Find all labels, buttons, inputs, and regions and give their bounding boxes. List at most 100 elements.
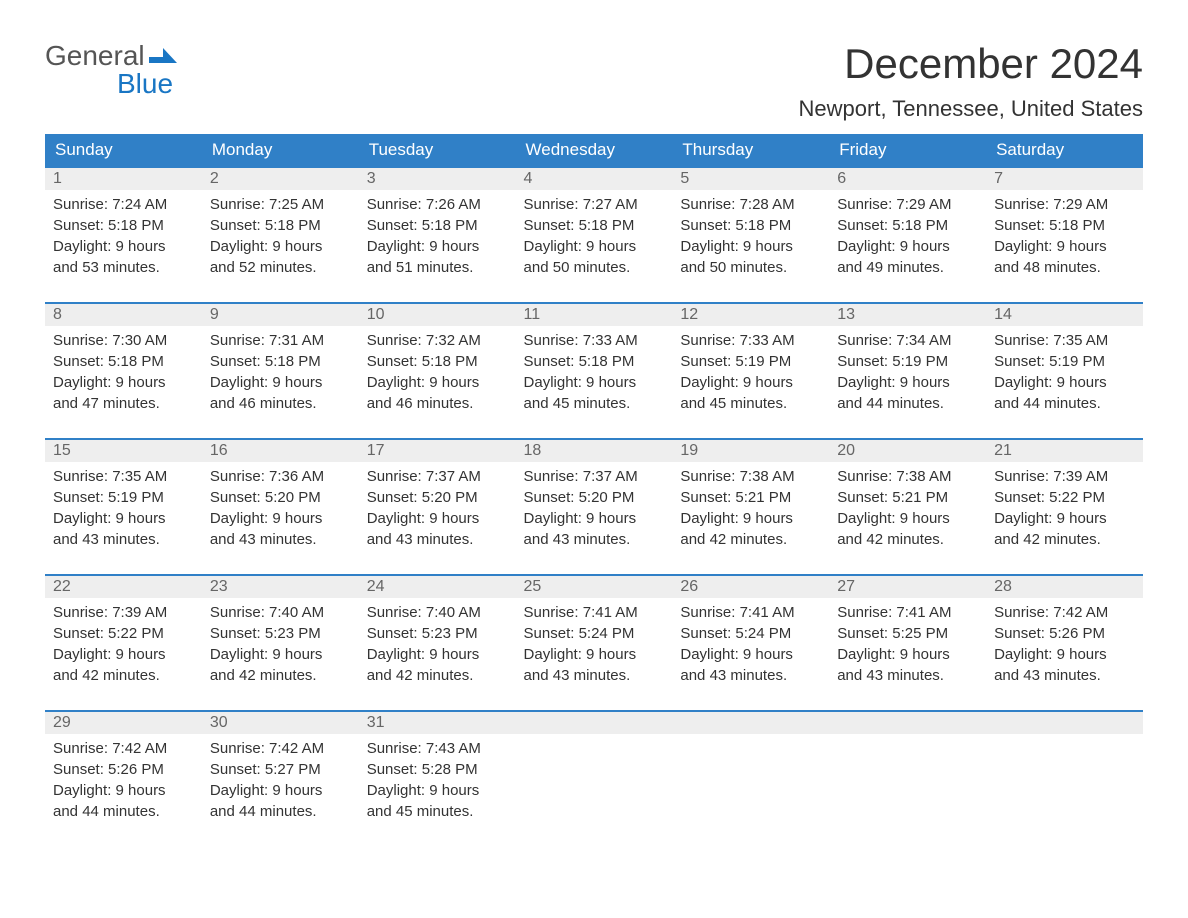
- day-cell: 17Sunrise: 7:37 AMSunset: 5:20 PMDayligh…: [359, 439, 516, 575]
- daylight-text-2: and 42 minutes.: [53, 665, 194, 686]
- sunrise-text: Sunrise: 7:40 AM: [367, 602, 508, 623]
- day-cell: 3Sunrise: 7:26 AMSunset: 5:18 PMDaylight…: [359, 167, 516, 303]
- day-cell: 24Sunrise: 7:40 AMSunset: 5:23 PMDayligh…: [359, 575, 516, 711]
- logo: General Blue: [45, 40, 179, 100]
- day-cell: 15Sunrise: 7:35 AMSunset: 5:19 PMDayligh…: [45, 439, 202, 575]
- daylight-text-2: and 53 minutes.: [53, 257, 194, 278]
- day-cell: [672, 711, 829, 846]
- day-number: 5: [672, 168, 829, 190]
- day-number: 6: [829, 168, 986, 190]
- daylight-text-2: and 51 minutes.: [367, 257, 508, 278]
- day-cell: 27Sunrise: 7:41 AMSunset: 5:25 PMDayligh…: [829, 575, 986, 711]
- day-header-saturday: Saturday: [986, 134, 1143, 167]
- day-number: 9: [202, 304, 359, 326]
- day-cell: 21Sunrise: 7:39 AMSunset: 5:22 PMDayligh…: [986, 439, 1143, 575]
- header: General Blue December 2024 Newport, Tenn…: [45, 40, 1143, 122]
- sunrise-text: Sunrise: 7:28 AM: [680, 194, 821, 215]
- daylight-text-2: and 42 minutes.: [680, 529, 821, 550]
- sunrise-text: Sunrise: 7:29 AM: [994, 194, 1135, 215]
- sunrise-text: Sunrise: 7:36 AM: [210, 466, 351, 487]
- sunset-text: Sunset: 5:27 PM: [210, 759, 351, 780]
- sunrise-text: Sunrise: 7:35 AM: [994, 330, 1135, 351]
- sunset-text: Sunset: 5:18 PM: [524, 215, 665, 236]
- daylight-text-1: Daylight: 9 hours: [680, 236, 821, 257]
- day-content: Sunrise: 7:39 AMSunset: 5:22 PMDaylight:…: [45, 598, 202, 710]
- daylight-text-1: Daylight: 9 hours: [210, 644, 351, 665]
- sunrise-text: Sunrise: 7:37 AM: [524, 466, 665, 487]
- daylight-text-1: Daylight: 9 hours: [53, 508, 194, 529]
- daylight-text-2: and 42 minutes.: [837, 529, 978, 550]
- day-header-wednesday: Wednesday: [516, 134, 673, 167]
- day-content: Sunrise: 7:35 AMSunset: 5:19 PMDaylight:…: [986, 326, 1143, 438]
- daylight-text-2: and 43 minutes.: [994, 665, 1135, 686]
- day-cell: 30Sunrise: 7:42 AMSunset: 5:27 PMDayligh…: [202, 711, 359, 846]
- daylight-text-1: Daylight: 9 hours: [837, 372, 978, 393]
- day-content: Sunrise: 7:34 AMSunset: 5:19 PMDaylight:…: [829, 326, 986, 438]
- daylight-text-2: and 42 minutes.: [210, 665, 351, 686]
- sunset-text: Sunset: 5:18 PM: [210, 351, 351, 372]
- sunset-text: Sunset: 5:19 PM: [994, 351, 1135, 372]
- day-number: 21: [986, 440, 1143, 462]
- week-row: 8Sunrise: 7:30 AMSunset: 5:18 PMDaylight…: [45, 303, 1143, 439]
- daylight-text-2: and 44 minutes.: [994, 393, 1135, 414]
- sunrise-text: Sunrise: 7:29 AM: [837, 194, 978, 215]
- day-content: Sunrise: 7:38 AMSunset: 5:21 PMDaylight:…: [829, 462, 986, 574]
- day-number: 22: [45, 576, 202, 598]
- day-number: 16: [202, 440, 359, 462]
- day-content: Sunrise: 7:33 AMSunset: 5:19 PMDaylight:…: [672, 326, 829, 438]
- daylight-text-2: and 43 minutes.: [524, 529, 665, 550]
- daylight-text-2: and 42 minutes.: [367, 665, 508, 686]
- sunrise-text: Sunrise: 7:32 AM: [367, 330, 508, 351]
- daylight-text-2: and 44 minutes.: [53, 801, 194, 822]
- daylight-text-1: Daylight: 9 hours: [994, 644, 1135, 665]
- daylight-text-2: and 50 minutes.: [524, 257, 665, 278]
- sunrise-text: Sunrise: 7:42 AM: [994, 602, 1135, 623]
- day-number: 20: [829, 440, 986, 462]
- daylight-text-1: Daylight: 9 hours: [367, 236, 508, 257]
- day-number: 31: [359, 712, 516, 734]
- day-header-tuesday: Tuesday: [359, 134, 516, 167]
- day-content: Sunrise: 7:32 AMSunset: 5:18 PMDaylight:…: [359, 326, 516, 438]
- day-cell: 12Sunrise: 7:33 AMSunset: 5:19 PMDayligh…: [672, 303, 829, 439]
- day-content: Sunrise: 7:42 AMSunset: 5:26 PMDaylight:…: [986, 598, 1143, 710]
- sunrise-text: Sunrise: 7:30 AM: [53, 330, 194, 351]
- sunrise-text: Sunrise: 7:41 AM: [837, 602, 978, 623]
- sunset-text: Sunset: 5:18 PM: [210, 215, 351, 236]
- daylight-text-1: Daylight: 9 hours: [367, 780, 508, 801]
- sunrise-text: Sunrise: 7:27 AM: [524, 194, 665, 215]
- day-content: Sunrise: 7:41 AMSunset: 5:24 PMDaylight:…: [516, 598, 673, 710]
- daylight-text-2: and 45 minutes.: [367, 801, 508, 822]
- day-number: 23: [202, 576, 359, 598]
- sunset-text: Sunset: 5:21 PM: [837, 487, 978, 508]
- day-cell: 14Sunrise: 7:35 AMSunset: 5:19 PMDayligh…: [986, 303, 1143, 439]
- day-content: Sunrise: 7:43 AMSunset: 5:28 PMDaylight:…: [359, 734, 516, 846]
- daylight-text-2: and 46 minutes.: [367, 393, 508, 414]
- day-cell: 18Sunrise: 7:37 AMSunset: 5:20 PMDayligh…: [516, 439, 673, 575]
- sunrise-text: Sunrise: 7:43 AM: [367, 738, 508, 759]
- sunrise-text: Sunrise: 7:24 AM: [53, 194, 194, 215]
- daylight-text-1: Daylight: 9 hours: [367, 372, 508, 393]
- calendar-body: 1Sunrise: 7:24 AMSunset: 5:18 PMDaylight…: [45, 167, 1143, 846]
- sunset-text: Sunset: 5:23 PM: [367, 623, 508, 644]
- sunset-text: Sunset: 5:18 PM: [367, 215, 508, 236]
- day-content: Sunrise: 7:42 AMSunset: 5:26 PMDaylight:…: [45, 734, 202, 846]
- sunset-text: Sunset: 5:26 PM: [53, 759, 194, 780]
- daylight-text-1: Daylight: 9 hours: [53, 236, 194, 257]
- daylight-text-2: and 44 minutes.: [837, 393, 978, 414]
- logo-text-blue: Blue: [117, 68, 173, 100]
- day-content: Sunrise: 7:33 AMSunset: 5:18 PMDaylight:…: [516, 326, 673, 438]
- daylight-text-2: and 50 minutes.: [680, 257, 821, 278]
- daylight-text-1: Daylight: 9 hours: [680, 372, 821, 393]
- sunrise-text: Sunrise: 7:42 AM: [53, 738, 194, 759]
- day-content: Sunrise: 7:25 AMSunset: 5:18 PMDaylight:…: [202, 190, 359, 302]
- sunrise-text: Sunrise: 7:38 AM: [837, 466, 978, 487]
- sunrise-text: Sunrise: 7:41 AM: [680, 602, 821, 623]
- day-content: Sunrise: 7:30 AMSunset: 5:18 PMDaylight:…: [45, 326, 202, 438]
- day-cell: 25Sunrise: 7:41 AMSunset: 5:24 PMDayligh…: [516, 575, 673, 711]
- day-content: Sunrise: 7:35 AMSunset: 5:19 PMDaylight:…: [45, 462, 202, 574]
- location: Newport, Tennessee, United States: [799, 96, 1143, 122]
- daylight-text-1: Daylight: 9 hours: [680, 644, 821, 665]
- daylight-text-1: Daylight: 9 hours: [210, 780, 351, 801]
- day-content: [672, 734, 829, 814]
- daylight-text-1: Daylight: 9 hours: [210, 236, 351, 257]
